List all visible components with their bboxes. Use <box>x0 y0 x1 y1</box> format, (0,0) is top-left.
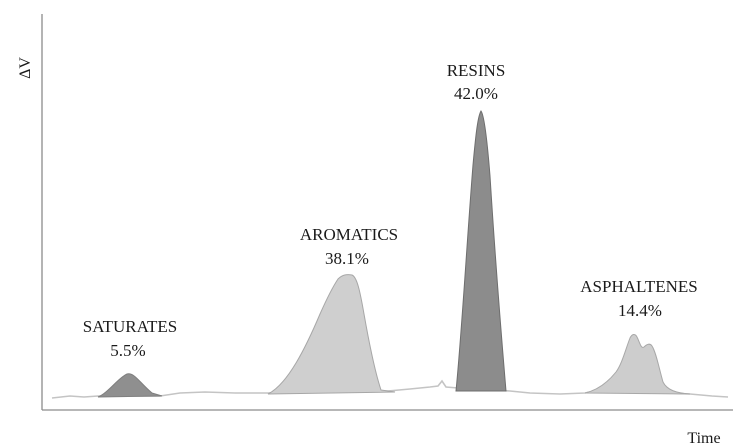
label-asphaltenes-name: ASPHALTENES <box>580 277 697 296</box>
peak-aromatics <box>267 274 396 395</box>
label-asphaltenes-percent: 14.4% <box>618 301 662 320</box>
label-aromatics-name: AROMATICS <box>300 225 398 244</box>
peak-asphaltenes <box>584 334 691 395</box>
label-aromatics-percent: 38.1% <box>325 249 369 268</box>
label-resins-percent: 42.0% <box>454 84 498 103</box>
label-resins-name: RESINS <box>447 61 506 80</box>
peak-saturates <box>97 373 163 398</box>
label-saturates-percent: 5.5% <box>110 341 145 360</box>
peak-resins <box>455 110 507 392</box>
label-saturates-name: SATURATES <box>83 317 177 336</box>
y-axis-label: ΔV <box>17 57 34 79</box>
x-axis-label: Time <box>687 430 720 447</box>
